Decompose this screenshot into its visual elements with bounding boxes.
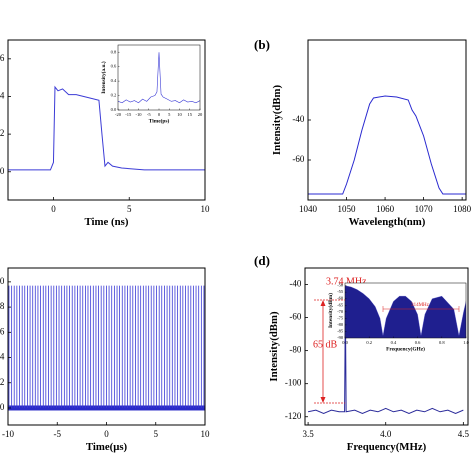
x-tick-label: 0.6 xyxy=(415,340,421,345)
x-tick-label: 10 xyxy=(201,204,211,214)
x-tick-label: 15 xyxy=(188,112,193,117)
panel-label: (d) xyxy=(254,253,270,268)
x-tick-label: -10 xyxy=(136,112,143,117)
x-tick-label: -5 xyxy=(54,429,62,439)
axes-frame xyxy=(304,267,469,426)
y-tick-label: -60 xyxy=(289,312,301,322)
x-tick-label: -5 xyxy=(147,112,151,117)
x-tick-label: 5 xyxy=(127,204,132,214)
axes-frame xyxy=(307,39,467,201)
y-tick-label: -75 xyxy=(337,315,344,320)
x-tick-label: 4.5 xyxy=(458,429,470,439)
y-tick-label: -90 xyxy=(337,335,344,340)
y-tick-label: 0.6 xyxy=(0,53,5,63)
x-tick-label: 20 xyxy=(198,112,203,117)
x-tick-label: 1.0 xyxy=(463,340,469,345)
y-axis-label: Intensity(a.u.) xyxy=(100,61,107,94)
data-line xyxy=(118,52,200,104)
y-tick-label: -50 xyxy=(337,283,344,288)
x-axis-label: Time (ns) xyxy=(85,216,129,228)
x-tick-label: 3.5 xyxy=(302,429,314,439)
arrow-head xyxy=(320,300,326,306)
y-tick-label: 0.2 xyxy=(111,93,117,98)
y-tick-label: -40 xyxy=(292,114,304,124)
y-tick-label: 0.4 xyxy=(0,352,5,362)
y-tick-label: -120 xyxy=(285,411,302,421)
y-tick-label: 0.0 xyxy=(0,166,5,176)
x-tick-label: 0.8 xyxy=(439,340,445,345)
y-tick-label: 0.6 xyxy=(111,64,117,69)
x-axis-label: Frequency(MHz) xyxy=(347,441,427,453)
annotation: 314MHz xyxy=(411,303,430,308)
y-axis-label: Intensity(dBm) xyxy=(327,293,334,328)
y-tick-label: 0.8 xyxy=(0,301,5,311)
y-tick-label: -70 xyxy=(337,309,344,314)
plot-area xyxy=(118,52,200,104)
plot-area xyxy=(308,95,466,195)
y-tick-label: -80 xyxy=(337,322,344,327)
plot-area xyxy=(345,285,466,338)
y-axis-label: Intensity(dBm) xyxy=(268,311,280,382)
x-tick-label: -10 xyxy=(2,429,14,439)
axes-frame xyxy=(344,282,467,339)
x-axis-label: Frequency(GHz) xyxy=(386,345,425,352)
data-area xyxy=(345,285,466,338)
y-tick-label: 1.0 xyxy=(0,276,5,286)
x-tick-label: 5 xyxy=(154,429,159,439)
annotation: 65 dB xyxy=(313,339,338,350)
x-tick-label: 0.2 xyxy=(366,340,372,345)
axes-frame xyxy=(7,39,206,201)
x-tick-label: 1040 xyxy=(299,204,318,214)
x-tick-label: -20 xyxy=(115,112,122,117)
y-tick-label: -100 xyxy=(285,378,302,388)
x-tick-label: 0 xyxy=(158,112,161,117)
x-tick-label: 0 xyxy=(51,204,56,214)
y-tick-label: -60 xyxy=(337,296,344,301)
x-tick-label: 4.0 xyxy=(380,429,392,439)
x-tick-label: 0.4 xyxy=(391,340,397,345)
y-tick-label: 0.4 xyxy=(0,91,5,101)
y-tick-label: -80 xyxy=(289,345,301,355)
plot-area xyxy=(307,301,464,414)
x-tick-label: 1060 xyxy=(376,204,395,214)
y-tick-label: -40 xyxy=(289,279,301,289)
y-tick-label: 0.6 xyxy=(0,326,5,336)
y-axis-label: Intensity(dBm) xyxy=(271,85,283,156)
plot-area xyxy=(8,85,205,171)
y-tick-label: 0.2 xyxy=(0,377,4,387)
x-axis-label: Time(μs) xyxy=(86,441,128,453)
x-tick-label: 10 xyxy=(201,429,211,439)
x-axis-label: Time(ps) xyxy=(149,117,170,124)
y-tick-label: 0.0 xyxy=(0,402,5,412)
y-tick-label: -55 xyxy=(337,289,344,294)
x-tick-label: 1050 xyxy=(338,204,357,214)
y-tick-label: 0.0 xyxy=(111,107,117,112)
x-tick-label: 0 xyxy=(104,429,109,439)
y-tick-label: 0.4 xyxy=(111,78,117,83)
x-tick-label: -15 xyxy=(125,112,132,117)
y-tick-label: 0.2 xyxy=(0,128,4,138)
data-line xyxy=(8,85,205,171)
data-line xyxy=(308,95,466,195)
y-tick-label: -65 xyxy=(337,302,344,307)
x-tick-label: 0.0 xyxy=(342,340,348,345)
x-axis-label: Wavelength(nm) xyxy=(349,216,426,228)
x-tick-label: 10 xyxy=(177,112,182,117)
x-tick-label: 5 xyxy=(168,112,171,117)
x-tick-label: 1070 xyxy=(415,204,434,214)
arrow-head xyxy=(320,397,326,403)
y-tick-label: -85 xyxy=(337,328,344,333)
panel-label: (b) xyxy=(254,37,270,52)
y-tick-label: -60 xyxy=(292,154,304,164)
plot-area xyxy=(8,285,205,411)
x-tick-label: 1080 xyxy=(453,204,472,214)
annotation: 3.74 MHz xyxy=(326,276,367,287)
data-line xyxy=(307,301,464,414)
y-tick-label: 0.8 xyxy=(111,49,117,54)
